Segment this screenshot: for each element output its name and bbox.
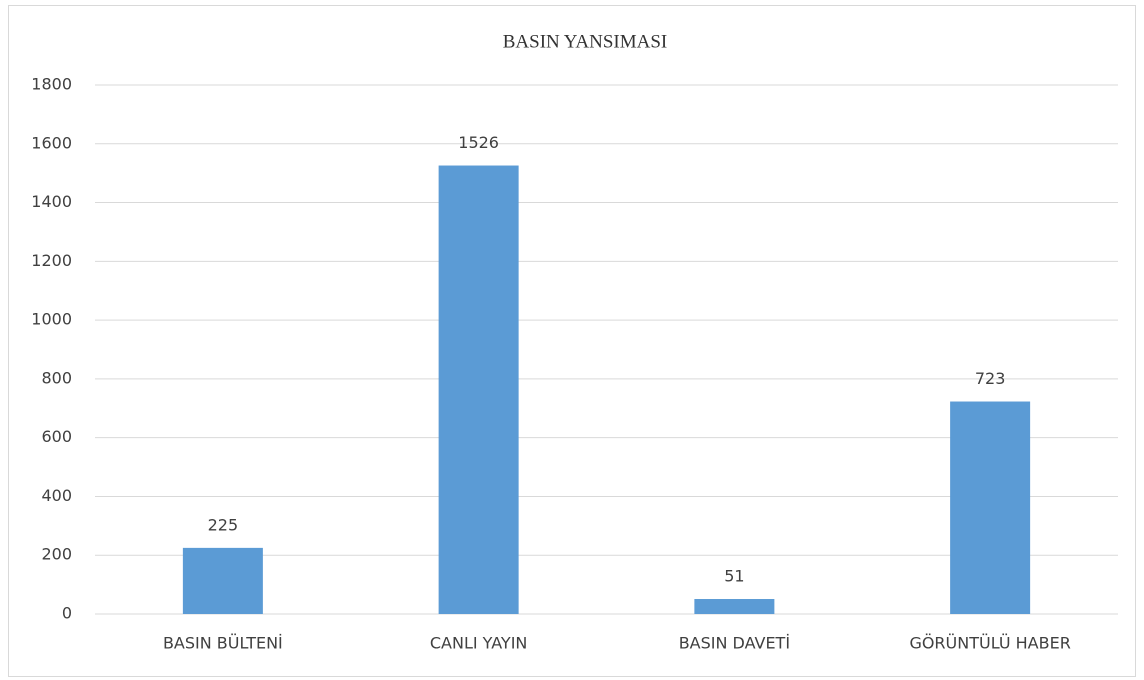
bar bbox=[182, 547, 263, 614]
x-tick-label: BASIN DAVETİ bbox=[679, 634, 790, 653]
y-tick-label: 0 bbox=[62, 604, 72, 623]
data-label: 723 bbox=[975, 369, 1006, 388]
x-tick-label: CANLI YAYIN bbox=[430, 634, 528, 653]
y-tick-label: 200 bbox=[41, 545, 72, 564]
data-label: 225 bbox=[208, 515, 239, 534]
bar bbox=[694, 599, 775, 614]
bar bbox=[950, 401, 1031, 614]
y-tick-label: 1200 bbox=[31, 251, 72, 270]
y-tick-label: 1600 bbox=[31, 133, 72, 152]
y-tick-label: 400 bbox=[41, 486, 72, 505]
x-tick-label: GÖRÜNTÜLÜ HABER bbox=[909, 634, 1070, 653]
y-tick-label: 1800 bbox=[31, 75, 72, 94]
y-tick-label: 1000 bbox=[31, 310, 72, 329]
data-label: 1526 bbox=[458, 133, 499, 152]
data-label: 51 bbox=[724, 567, 744, 586]
y-tick-label: 600 bbox=[41, 427, 72, 446]
bar bbox=[438, 165, 519, 614]
chart-title: BASIN YANSIMASI bbox=[503, 31, 668, 52]
x-tick-label: BASIN BÜLTENİ bbox=[163, 634, 283, 653]
y-tick-label: 1400 bbox=[31, 192, 72, 211]
y-tick-label: 800 bbox=[41, 368, 72, 387]
